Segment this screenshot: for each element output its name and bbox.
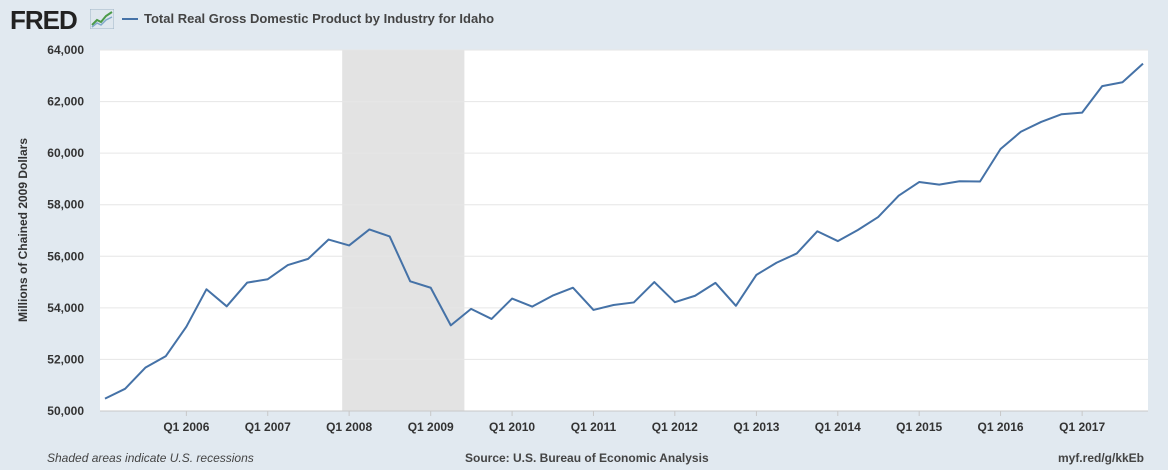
data-point[interactable] [470, 308, 472, 310]
short-link[interactable]: myf.red/g/kkEb [1057, 451, 1144, 465]
x-tick-label-4: Q1 2010 [489, 420, 535, 434]
x-tick-label-9: Q1 2015 [896, 420, 942, 434]
data-point[interactable] [531, 306, 533, 308]
x-tick-label-2: Q1 2008 [326, 420, 372, 434]
data-point[interactable] [633, 301, 635, 303]
data-point[interactable] [898, 195, 900, 197]
data-point[interactable] [1000, 148, 1002, 150]
data-point[interactable] [1101, 85, 1103, 87]
data-point[interactable] [775, 262, 777, 264]
data-point[interactable] [450, 324, 452, 326]
data-point[interactable] [857, 229, 859, 231]
data-point[interactable] [226, 305, 228, 307]
data-point[interactable] [938, 184, 940, 186]
y-tick-label-0: 50,000 [47, 404, 84, 418]
data-point[interactable] [124, 388, 126, 390]
data-point[interactable] [653, 281, 655, 283]
x-tick-label-8: Q1 2014 [815, 420, 861, 434]
y-tick-label-3: 56,000 [47, 249, 84, 263]
data-point[interactable] [1142, 63, 1144, 65]
data-point[interactable] [755, 274, 757, 276]
data-point[interactable] [389, 235, 391, 237]
data-point[interactable] [144, 367, 146, 369]
legend-label: Total Real Gross Domestic Product by Ind… [144, 11, 495, 26]
data-point[interactable] [735, 305, 737, 307]
data-point[interactable] [185, 326, 187, 328]
data-point[interactable] [368, 228, 370, 230]
data-point[interactable] [328, 239, 330, 241]
x-tick-label-3: Q1 2009 [408, 420, 454, 434]
data-point[interactable] [409, 280, 411, 282]
data-point[interactable] [511, 298, 513, 300]
chart-header: FRED Total Real Gross Domestic Product b… [0, 0, 1168, 40]
data-point[interactable] [104, 398, 106, 400]
fred-logo-graph-icon [90, 9, 114, 29]
data-point[interactable] [918, 181, 920, 183]
data-point[interactable] [714, 282, 716, 284]
series-layer [104, 62, 1144, 400]
y-tick-label-5: 60,000 [47, 146, 84, 160]
y-axis-label: Millions of Chained 2009 Dollars [16, 138, 30, 322]
data-point[interactable] [348, 244, 350, 246]
data-point[interactable] [796, 252, 798, 254]
series-line-0 [104, 62, 1144, 400]
plot-area [100, 50, 1148, 411]
data-point[interactable] [551, 295, 553, 297]
data-point[interactable] [1121, 81, 1123, 83]
data-point[interactable] [613, 304, 615, 306]
x-tick-label-7: Q1 2013 [733, 420, 779, 434]
data-point[interactable] [267, 278, 269, 280]
x-tick-label-6: Q1 2012 [652, 420, 698, 434]
recession-note: Shaded areas indicate U.S. recessions [47, 451, 254, 465]
data-point[interactable] [979, 181, 981, 183]
fred-logo[interactable]: FRED [10, 5, 78, 35]
x-tick-label-5: Q1 2011 [571, 420, 617, 434]
data-point[interactable] [1081, 112, 1083, 114]
recession-band-0 [342, 50, 465, 411]
y-tick-label-4: 58,000 [47, 198, 84, 212]
y-tick-label-6: 62,000 [47, 95, 84, 109]
data-point[interactable] [1040, 121, 1042, 123]
x-tick-label-1: Q1 2007 [245, 420, 291, 434]
x-tick-label-0: Q1 2006 [163, 420, 209, 434]
axis-layer: 50,000 52,000 54,000 56,000 58,000 60,000 62,0… [47, 43, 1148, 434]
data-point[interactable] [816, 230, 818, 232]
data-point[interactable] [246, 282, 248, 284]
x-tick-label-11: Q1 2017 [1059, 420, 1105, 434]
data-point[interactable] [837, 240, 839, 242]
data-point[interactable] [877, 216, 879, 218]
recession-layer [342, 50, 465, 411]
data-point[interactable] [491, 318, 493, 320]
data-point[interactable] [592, 309, 594, 311]
y-tick-label-2: 54,000 [47, 301, 84, 315]
data-point[interactable] [959, 180, 961, 182]
data-point[interactable] [205, 288, 207, 290]
x-tick-label-10: Q1 2016 [978, 420, 1024, 434]
data-point[interactable] [572, 287, 574, 289]
y-tick-label-7: 64,000 [47, 43, 84, 57]
data-point[interactable] [287, 264, 289, 266]
data-point[interactable] [430, 287, 432, 289]
data-point[interactable] [694, 295, 696, 297]
data-point[interactable] [1061, 113, 1063, 115]
grid-layer [100, 49, 1148, 412]
chart-legend: Total Real Gross Domestic Product by Ind… [122, 11, 494, 26]
data-point[interactable] [165, 355, 167, 357]
legend-swatch [122, 17, 138, 20]
y-tick-label-1: 52,000 [47, 352, 84, 366]
data-point[interactable] [674, 301, 676, 303]
data-point[interactable] [1020, 131, 1022, 133]
source-text: Source: U.S. Bureau of Economic Analysis [465, 451, 709, 465]
data-point[interactable] [307, 258, 309, 260]
